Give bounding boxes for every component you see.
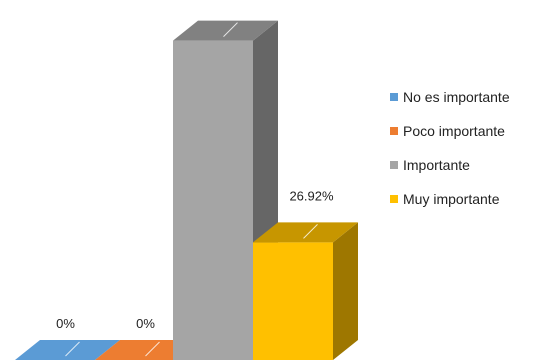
data-label: 73.08% [209,0,254,2]
bar-no-es-importante [15,340,120,360]
label-leader-line [303,224,318,239]
bar-importante [173,20,278,360]
bar-group [15,20,358,360]
legend-item-muy-importante: Muy importante [390,182,510,216]
legend: No es importante Poco importante Importa… [390,80,510,216]
data-label: 0% [56,316,75,331]
legend-label: Poco importante [403,123,505,139]
label-leader-line [65,341,80,357]
legend-label: Muy importante [403,191,500,207]
bar-side-face [333,222,358,360]
legend-swatch [390,195,398,203]
bar-top-face [173,20,278,41]
legend-label: Importante [403,157,470,173]
label-leader-line [223,22,238,37]
legend-item-no-es-importante: No es importante [390,80,510,114]
data-label: 0% [136,316,155,331]
bar-top-face [15,340,120,360]
legend-swatch [390,93,398,101]
legend-swatch [390,161,398,169]
bar-muy-importante [253,222,358,360]
bar-front-face [173,40,253,360]
legend-item-importante: Importante [390,148,510,182]
label-leader-line [145,341,160,357]
bar-top-face [253,222,358,243]
legend-item-poco-importante: Poco importante [390,114,510,148]
bar-front-face [253,242,333,360]
data-label: 26.92% [289,188,334,203]
legend-swatch [390,127,398,135]
data-label-group: 0% 0% 73.08% 26.92% [56,0,334,357]
legend-label: No es importante [403,89,510,105]
